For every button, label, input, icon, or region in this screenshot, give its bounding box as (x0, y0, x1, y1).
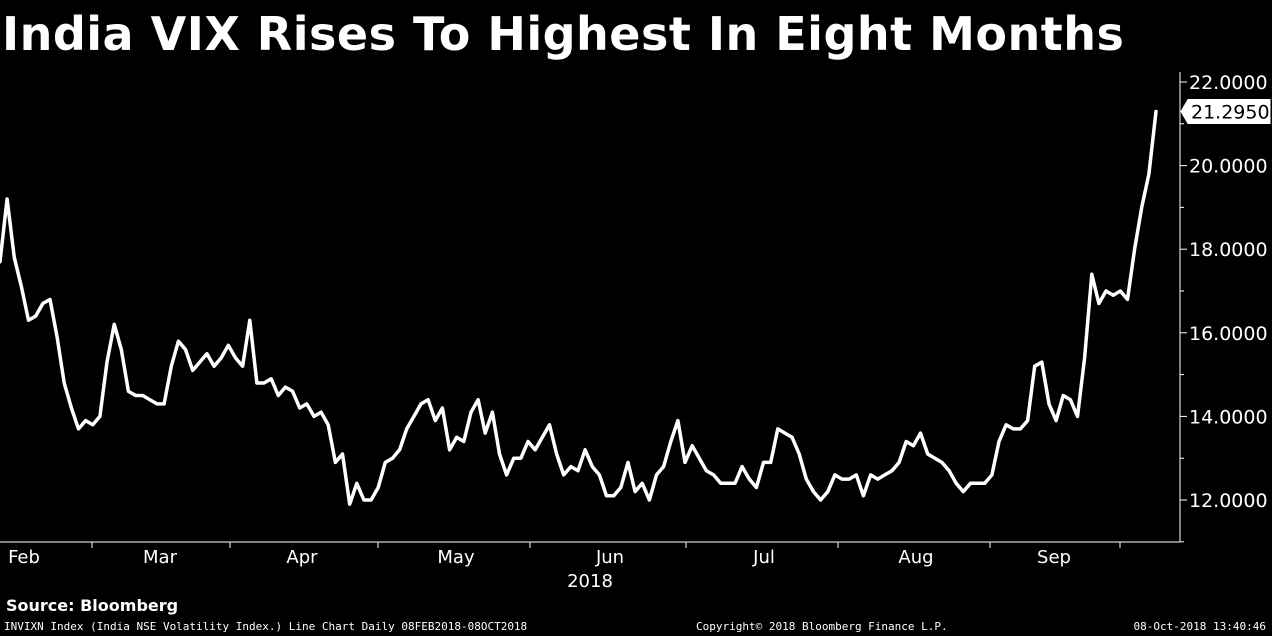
x-tick-label: Feb (8, 547, 40, 568)
x-axis-label: 2018 (567, 571, 613, 592)
x-tick-label: Apr (286, 547, 318, 568)
last-value-label: 21.2950 (1180, 98, 1271, 124)
y-tick-label: 18.0000 (1189, 239, 1268, 261)
chart-axes (0, 72, 1181, 543)
source-note: Source: Bloomberg (6, 596, 179, 615)
x-tick-label: Mar (143, 547, 178, 568)
x-tick-label: Sep (1037, 547, 1071, 568)
x-tick-label: Jul (752, 547, 775, 568)
y-axis-ticks: 12.0000 14.0000 16.0000 18.0000 20.0000 22.00… (1180, 72, 1268, 543)
x-axis-ticks: Feb Mar Apr May Jun Jul Aug Sep (8, 542, 1121, 568)
y-tick-label: 22.0000 (1189, 72, 1268, 94)
y-tick-label: 20.0000 (1189, 156, 1268, 178)
chart-title: India VIX Rises To Highest In Eight Mont… (2, 7, 1125, 61)
x-tick-label: Jun (595, 547, 624, 568)
last-value-text: 21.2950 (1191, 101, 1270, 123)
x-tick-label: Aug (898, 547, 933, 568)
y-tick-label: 12.0000 (1189, 490, 1268, 512)
series-line-india-vix (0, 109, 1158, 506)
x-tick-label: May (437, 547, 475, 568)
y-tick-label: 14.0000 (1189, 406, 1268, 428)
footer-description: INVIXN Index (India NSE Volatility Index… (4, 620, 528, 633)
footer-timestamp: 08-Oct-2018 13:40:46 (1133, 620, 1266, 633)
y-tick-label: 16.0000 (1189, 323, 1268, 345)
last-value-box (1180, 98, 1271, 124)
footer-copyright: Copyright© 2018 Bloomberg Finance L.P. (696, 620, 948, 633)
